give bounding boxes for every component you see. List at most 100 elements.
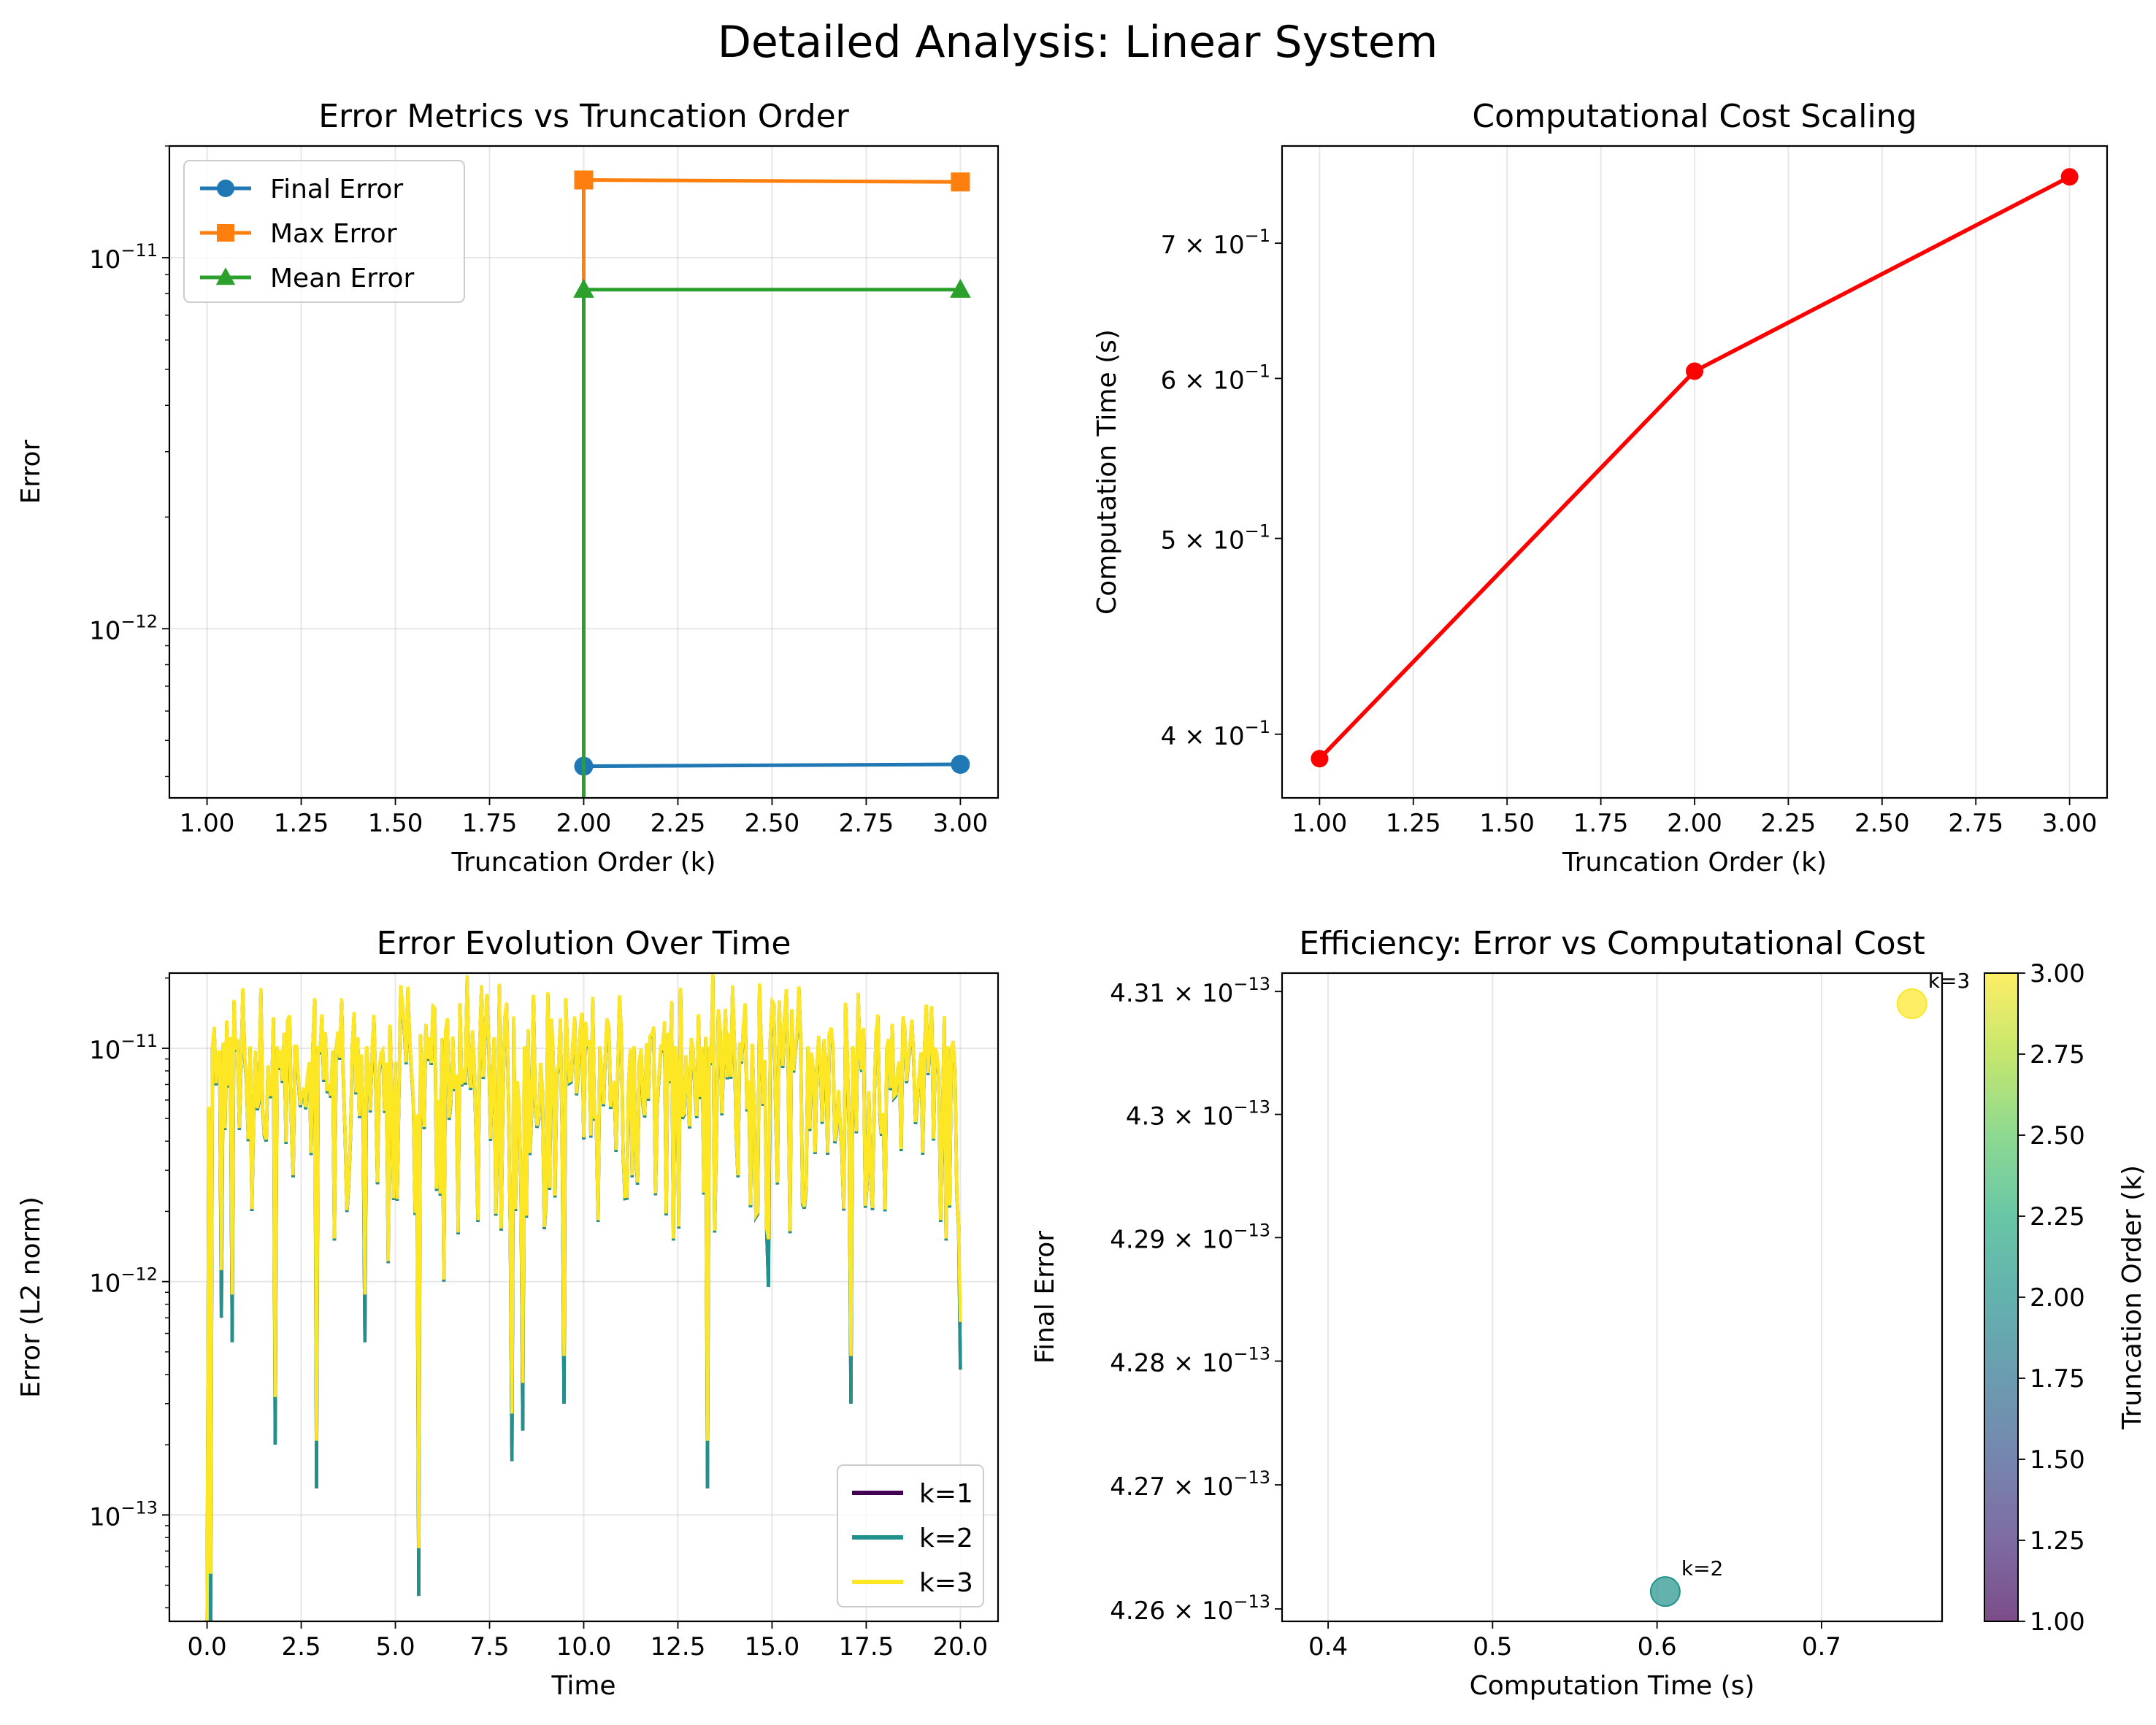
x-tick-label: 0.0 [188,1632,227,1661]
x-axis-label: Truncation Order (k) [1562,848,1827,877]
point-annotation: k=2 [1681,1556,1724,1580]
y-tick-label: 10−13 [89,1497,158,1532]
colorbar-tick-label: 1.00 [2030,1607,2085,1637]
efficiency-axes: 0.4 0.5 0.6 0.74.26 × 10−134.27 × 10−134.28… [1030,925,2147,1701]
y-tick-label-base: 4 × 10 [1161,722,1245,751]
data-point-circle [1686,362,1703,380]
y-tick-label-base: 10 [89,616,120,645]
x-tick-label: 0.5 [1473,1632,1512,1661]
legend-label: Final Error [270,174,403,204]
error-metrics-axes: 1.00 1.25 1.50 1.75 2.00 2.25 2.50 2.75 3.0010−1… [16,98,1000,877]
y-tick-label-exponent: −1 [1245,226,1270,246]
x-tick-label: 3.00 [933,809,989,838]
error-evolution-frame [168,972,1000,1623]
y-tick-label-base: 4.27 × 10 [1110,1472,1233,1502]
y-tick-label-exponent: −11 [120,240,158,261]
y-tick-label-base: 6 × 10 [1161,366,1245,395]
y-tick-label-exponent: −13 [1233,1097,1270,1118]
x-tick-label: 10.0 [556,1632,612,1661]
colorbar-label: Truncation Order (k) [2117,1165,2147,1430]
x-tick-label: 2.50 [1854,809,1910,838]
data-point-circle [217,180,234,197]
y-tick-label-base: 4.28 × 10 [1110,1348,1233,1378]
y-axis-label: Computation Time (s) [1092,329,1122,615]
legend-label: k=1 [919,1479,973,1509]
x-tick-label: 1.75 [462,809,518,838]
axes-title: Efficiency: Error vs Computational Cost [1299,925,1925,962]
y-tick-label-exponent: −12 [120,1264,158,1285]
x-tick-label: 2.00 [1667,809,1722,838]
x-tick-label: 2.00 [556,809,612,838]
y-tick-label-base: 4.31 × 10 [1110,979,1233,1008]
y-tick-label-exponent: −13 [1233,974,1270,994]
x-tick-label: 1.75 [1573,809,1629,838]
x-tick-label: 1.25 [274,809,329,838]
y-tick-label: 7 × 10−1 [1161,226,1270,260]
y-axis-label: Error (L2 norm) [16,1196,46,1398]
y-tick-label-exponent: −1 [1245,521,1270,542]
legend-label: k=2 [919,1524,973,1553]
x-tick-label: 17.5 [839,1632,894,1661]
series-lines [205,974,962,1621]
scatter-point [1896,988,1927,1020]
y-tick-label-base: 4.26 × 10 [1110,1597,1233,1626]
data-point-triangle [950,278,971,298]
y-tick-label-base: 7 × 10 [1161,231,1245,260]
scatter-point [1649,1576,1681,1607]
y-tick-label-exponent: −12 [120,611,158,631]
y-tick-label: 10−11 [89,240,158,274]
x-tick-label: 5.0 [376,1632,415,1661]
data-point-circle [1311,750,1329,768]
y-tick-label-exponent: −13 [120,1497,158,1518]
efficiency-frame [1281,972,1944,1623]
colorbar-tick-label: 2.25 [2030,1202,2085,1232]
y-tick-label: 4.26 × 10−13 [1110,1591,1270,1626]
axes-title: Error Evolution Over Time [377,925,791,962]
data-point-triangle [215,267,236,285]
x-tick-label: 2.75 [839,809,894,838]
y-tick-label: 10−11 [89,1031,158,1065]
x-tick-label: 1.50 [1479,809,1535,838]
y-tick-label-base: 10 [89,245,120,274]
x-axis-label: Truncation Order (k) [450,848,716,877]
colorbar-tick-label: 2.50 [2030,1121,2085,1150]
x-axis-label: Time [550,1671,615,1701]
y-axis-label: Final Error [1030,1231,1060,1364]
axes-title: Error Metrics vs Truncation Order [318,98,850,135]
series-lines [573,170,971,798]
legend-box [837,1464,984,1607]
y-tick-label-exponent: −11 [120,1031,158,1051]
y-tick-label: 6 × 10−1 [1161,361,1270,395]
data-point-triangle [573,278,594,298]
colorbar-tick-label: 2.75 [2030,1040,2085,1069]
series-line-k3 [205,974,962,1621]
y-tick-label-exponent: −13 [1233,1467,1270,1488]
x-tick-label: 2.25 [1761,809,1817,838]
error-metrics-frame [168,145,1000,799]
computational-cost-axes: 1.00 1.25 1.50 1.75 2.00 2.25 2.50 2.75 3.00 4 × … [1092,98,2109,877]
legend-box [183,160,465,303]
y-tick-label-base: 10 [89,1269,120,1299]
x-tick-label: 1.00 [1292,809,1348,838]
data-point-square [217,224,234,242]
y-tick-label-exponent: −1 [1245,717,1270,737]
axes-title: Computational Cost Scaling [1472,98,1917,135]
x-tick-label: 2.5 [282,1632,321,1661]
legend: k=1 k=2 k=3 [837,1464,984,1607]
y-tick-label-exponent: −1 [1245,361,1270,381]
x-tick-label: 2.75 [1948,809,2003,838]
colorbar-tick-label: 3.00 [2030,959,2085,988]
y-tick-label: 4.3 × 10−13 [1126,1097,1270,1132]
y-tick-label-base: 5 × 10 [1161,526,1245,556]
x-tick-label: 0.6 [1638,1632,1677,1661]
x-tick-label: 2.25 [651,809,706,838]
x-tick-label: 1.25 [1386,809,1441,838]
x-tick-label: 1.00 [180,809,235,838]
colorbar-tick-label: 1.50 [2030,1445,2085,1475]
y-tick-label-exponent: −13 [1233,1220,1270,1240]
data-point-square [574,170,594,190]
x-tick-label: 20.0 [933,1632,989,1661]
error-evolution-axes: 0.0 2.5 5.0 7.5 10.0 12.5 15.0 17.5 20.010−1310−… [16,925,1000,1701]
legend: Final Error Max Error Mean Error [183,160,465,303]
y-tick-label-exponent: −13 [1233,1343,1270,1364]
